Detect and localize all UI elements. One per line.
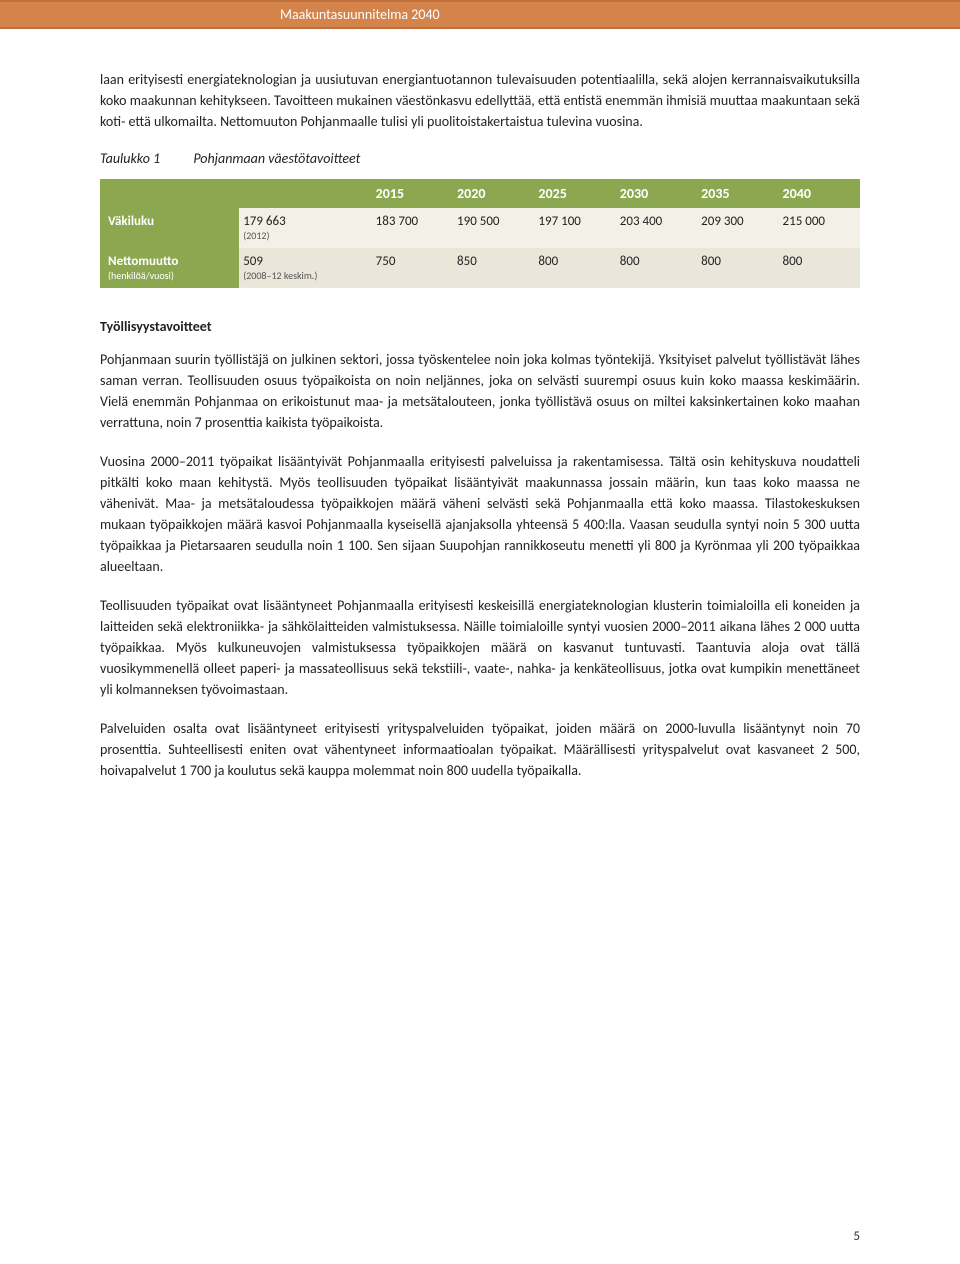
base-sub: (2008–12 keskim.) xyxy=(243,269,367,282)
row-label-sub: (henkilöä/vuosi) xyxy=(108,269,231,282)
table-caption-label: Taulukko 1 xyxy=(100,150,160,167)
row-label: Nettomuutto (henkilöä/vuosi) xyxy=(100,248,239,288)
row-label-text: Nettomuutto xyxy=(108,254,178,269)
col-year: 2015 xyxy=(372,179,453,208)
table-cell: 215 000 xyxy=(779,208,860,248)
table-cell: 183 700 xyxy=(372,208,453,248)
table-cell: 209 300 xyxy=(697,208,778,248)
col-year: 2040 xyxy=(779,179,860,208)
paragraph-employment-2: Vuosina 2000–2011 työpaikat lisääntyivät… xyxy=(100,451,860,577)
table-cell: 800 xyxy=(779,248,860,288)
table-row: Nettomuutto (henkilöä/vuosi) 509 (2008–1… xyxy=(100,248,860,288)
col-year: 2030 xyxy=(616,179,697,208)
base-cell: 509 (2008–12 keskim.) xyxy=(239,248,371,288)
table-cell: 800 xyxy=(534,248,615,288)
table-cell: 850 xyxy=(453,248,534,288)
base-cell: 179 663 (2012) xyxy=(239,208,371,248)
table-cell: 800 xyxy=(616,248,697,288)
section-heading-employment: Työllisyystavoitteet xyxy=(100,318,860,335)
base-value: 509 xyxy=(243,254,263,269)
table-cell: 197 100 xyxy=(534,208,615,248)
table-header-row: 2015 2020 2025 2030 2035 2040 xyxy=(100,179,860,208)
table-corner xyxy=(100,179,239,208)
page-header: Maakuntasuunnitelma 2040 xyxy=(0,0,960,29)
base-value: 179 663 xyxy=(243,214,285,229)
header-title: Maakuntasuunnitelma 2040 xyxy=(0,6,960,23)
paragraph-intro: laan erityisesti energiateknologian ja u… xyxy=(100,69,860,132)
table-caption: Taulukko 1 Pohjanmaan väestötavoitteet xyxy=(100,150,860,167)
population-targets-table: 2015 2020 2025 2030 2035 2040 Väkiluku 1… xyxy=(100,179,860,288)
page-number: 5 xyxy=(853,1229,860,1244)
row-label: Väkiluku xyxy=(100,208,239,248)
paragraph-employment-4: Palveluiden osalta ovat lisääntyneet eri… xyxy=(100,718,860,781)
col-year: 2035 xyxy=(697,179,778,208)
table-cell: 750 xyxy=(372,248,453,288)
table-row: Väkiluku 179 663 (2012) 183 700 190 500 … xyxy=(100,208,860,248)
paragraph-employment-3: Teollisuuden työpaikat ovat lisääntyneet… xyxy=(100,595,860,700)
table-cell: 190 500 xyxy=(453,208,534,248)
col-year: 2025 xyxy=(534,179,615,208)
table-caption-text: Pohjanmaan väestötavoitteet xyxy=(193,150,360,167)
table-cell: 800 xyxy=(697,248,778,288)
row-label-text: Väkiluku xyxy=(108,214,154,229)
base-sub: (2012) xyxy=(243,229,367,242)
table-corner-base xyxy=(239,179,371,208)
paragraph-employment-1: Pohjanmaan suurin työllistäjä on julkine… xyxy=(100,349,860,433)
table-cell: 203 400 xyxy=(616,208,697,248)
col-year: 2020 xyxy=(453,179,534,208)
page-content: laan erityisesti energiateknologian ja u… xyxy=(0,29,960,781)
